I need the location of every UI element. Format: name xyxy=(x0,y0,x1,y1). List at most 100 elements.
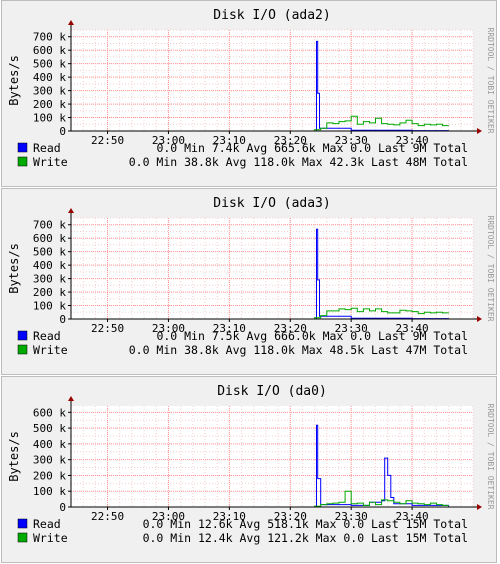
y-tick-label: 100 k xyxy=(33,485,66,498)
series-write-point xyxy=(393,124,395,126)
series-read-point xyxy=(317,478,319,479)
series-write-point xyxy=(393,501,395,503)
series-write-point xyxy=(411,502,413,504)
series-write-point xyxy=(417,503,419,505)
y-axis-arrow xyxy=(68,208,74,213)
series-write-point xyxy=(381,311,383,312)
series-write-point xyxy=(320,127,322,129)
series-write-point xyxy=(338,308,340,310)
y-tick-label: 400 k xyxy=(33,259,66,272)
plot-area xyxy=(71,406,473,507)
legend-label: Write xyxy=(33,343,68,357)
x-tick-label: 22:50 xyxy=(91,134,124,147)
series-write-point xyxy=(387,500,389,502)
series-read-point xyxy=(319,127,320,129)
x-tick-label: 23:00 xyxy=(152,322,185,335)
series-write-point xyxy=(369,501,370,503)
series-read-point xyxy=(316,40,317,42)
x-tick-label: 23:00 xyxy=(152,510,185,523)
chart-svg: 0 100 k 200 k 300 k 400 k 500 k 600 k 22:50 23:0… xyxy=(7,384,495,545)
legend-swatch xyxy=(17,518,28,529)
series-write-point xyxy=(356,502,358,504)
series-read-point xyxy=(393,503,395,505)
series-write-point xyxy=(332,310,334,312)
series-write-point xyxy=(369,310,370,312)
series-write-point xyxy=(344,309,346,310)
series-write-point xyxy=(350,503,352,505)
series-write-point xyxy=(381,123,383,124)
series-write-point xyxy=(314,317,316,319)
plot-area xyxy=(71,30,473,131)
series-write-point xyxy=(442,125,443,127)
legend-label: Read xyxy=(33,517,61,531)
y-tick-label: 0 xyxy=(59,125,66,138)
y-tick-label: 300 k xyxy=(33,85,66,98)
x-tick-label: 23:40 xyxy=(396,322,429,335)
series-read-point xyxy=(350,505,352,506)
legend-stats: 0.0 Min 7.4k Avg 665.6k Max 0.0 Last 9M … xyxy=(156,141,468,155)
legend-stats: 0.0 Min 38.8k Avg 118.0k Max 48.5k Last … xyxy=(129,343,468,357)
legend-stats: 0.0 Min 12.6k Avg 518.1k Max 0.0 Last 15… xyxy=(143,517,468,531)
series-write-point xyxy=(393,312,395,314)
series-read-point xyxy=(384,457,386,459)
chart-panel: 0 100 k 200 k 300 k 400 k 500 k 600 k 700 k 22:5… xyxy=(1,0,497,187)
series-write-point xyxy=(350,307,352,309)
y-tick-label: 600 k xyxy=(33,44,66,57)
series-write-point xyxy=(326,503,328,505)
y-axis-arrow xyxy=(68,396,74,401)
series-write-point xyxy=(436,123,437,125)
legend-label: Write xyxy=(33,531,68,545)
series-write-point xyxy=(356,123,358,125)
series-write-point xyxy=(448,505,450,506)
y-tick-label: 200 k xyxy=(33,98,66,111)
chart-title: Disk I/O (ada2) xyxy=(213,8,330,23)
y-tick-label: 0 xyxy=(59,313,66,326)
chart-panel: 0 100 k 200 k 300 k 400 k 500 k 600 k 700 k 22:5… xyxy=(1,188,497,375)
rrdtool-watermark: RRDTOOL / TOBI OETIKER xyxy=(486,28,495,134)
series-write-point xyxy=(362,121,364,122)
series-read-point xyxy=(390,497,392,498)
series-write-point xyxy=(375,504,376,506)
x-tick-label: 23:20 xyxy=(274,134,307,147)
series-write-point xyxy=(423,311,425,313)
series-read-point xyxy=(317,92,319,94)
x-axis-arrow xyxy=(477,504,482,510)
series-write-point xyxy=(326,310,328,312)
series-write-point xyxy=(405,119,407,121)
x-tick-label: 22:50 xyxy=(91,510,124,523)
series-write-point xyxy=(320,315,322,317)
y-tick-label: 500 k xyxy=(33,422,66,435)
series-write-point xyxy=(375,308,376,310)
series-write-point xyxy=(387,312,389,314)
x-tick-label: 23:00 xyxy=(152,134,185,147)
series-write-line xyxy=(314,115,449,131)
series-write-point xyxy=(417,125,419,127)
legend-swatch xyxy=(17,156,28,167)
x-tick-label: 23:30 xyxy=(335,510,368,523)
y-tick-label: 400 k xyxy=(33,71,66,84)
series-write-point xyxy=(344,490,346,492)
x-tick-label: 23:10 xyxy=(213,134,246,147)
legend-stats: 0.0 Min 38.8k Avg 118.0k Max 42.3k Last … xyxy=(129,155,468,169)
legend-swatch xyxy=(17,532,28,543)
series-write-point xyxy=(429,502,431,504)
y-tick-label: 600 k xyxy=(33,232,66,245)
legend-stats: 0.0 Min 12.4k Avg 121.2k Max 0.0 Last 15… xyxy=(143,531,468,545)
chart-title: Disk I/O (da0) xyxy=(217,384,327,399)
series-write-point xyxy=(399,122,401,124)
series-write-point xyxy=(436,311,437,313)
series-write-point xyxy=(314,129,316,131)
chart-panel: 0 100 k 200 k 300 k 400 k 500 k 600 k 22:50 23:0… xyxy=(1,376,497,563)
series-write-point xyxy=(362,505,364,506)
series-write-point xyxy=(442,505,443,506)
series-write-point xyxy=(429,124,431,126)
legend-stats: 0.0 Min 7.5k Avg 666.0k Max 0.0 Last 9M … xyxy=(156,329,468,343)
series-read-point xyxy=(316,424,317,426)
series-write-point xyxy=(442,312,443,314)
y-tick-label: 500 k xyxy=(33,58,66,71)
series-read-point xyxy=(387,475,389,476)
series-write-point xyxy=(326,122,328,124)
series-write-point xyxy=(411,311,413,312)
x-tick-label: 23:10 xyxy=(213,510,246,523)
